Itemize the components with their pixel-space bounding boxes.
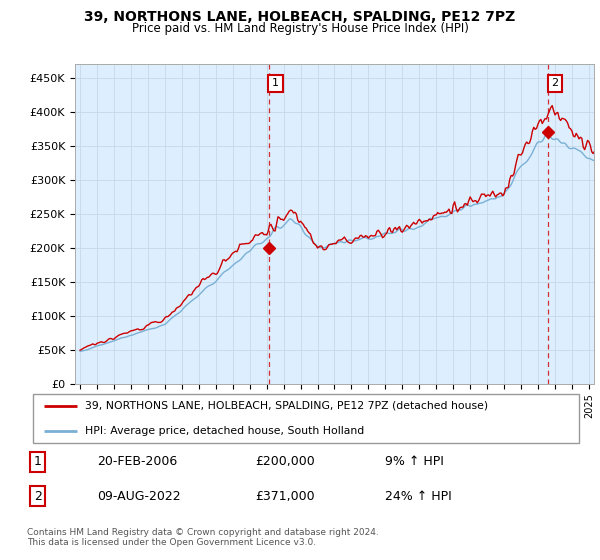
Text: £371,000: £371,000 [255,490,314,503]
Text: 2: 2 [551,78,559,88]
Text: 24% ↑ HPI: 24% ↑ HPI [385,490,451,503]
Text: Price paid vs. HM Land Registry's House Price Index (HPI): Price paid vs. HM Land Registry's House … [131,22,469,35]
Text: Contains HM Land Registry data © Crown copyright and database right 2024.
This d: Contains HM Land Registry data © Crown c… [27,528,379,547]
Text: £200,000: £200,000 [255,455,314,468]
Text: 2: 2 [34,490,41,503]
Text: 09-AUG-2022: 09-AUG-2022 [97,490,181,503]
Text: 9% ↑ HPI: 9% ↑ HPI [385,455,443,468]
Text: 39, NORTHONS LANE, HOLBEACH, SPALDING, PE12 7PZ: 39, NORTHONS LANE, HOLBEACH, SPALDING, P… [85,10,515,24]
Text: 39, NORTHONS LANE, HOLBEACH, SPALDING, PE12 7PZ (detached house): 39, NORTHONS LANE, HOLBEACH, SPALDING, P… [85,401,488,411]
Text: 1: 1 [34,455,41,468]
Text: 1: 1 [272,78,279,88]
FancyBboxPatch shape [33,394,579,443]
Text: HPI: Average price, detached house, South Holland: HPI: Average price, detached house, Sout… [85,426,364,436]
Text: 20-FEB-2006: 20-FEB-2006 [97,455,177,468]
